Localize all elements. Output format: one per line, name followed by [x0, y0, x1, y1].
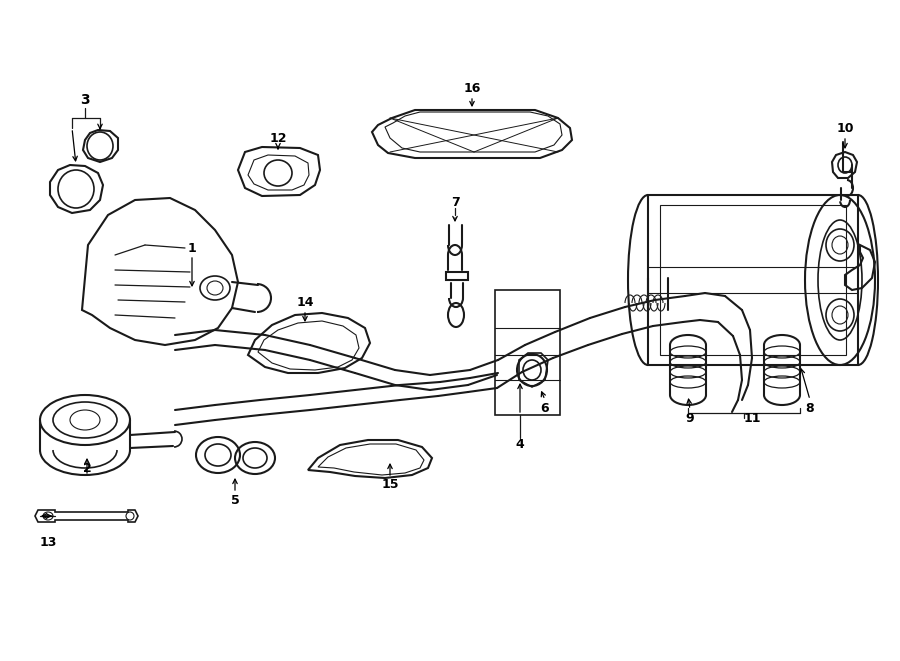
Bar: [446, 272, 468, 280]
Bar: [495, 290, 560, 415]
Text: 10: 10: [836, 122, 854, 134]
Text: 4: 4: [516, 438, 525, 451]
Text: 15: 15: [382, 479, 399, 492]
Text: 11: 11: [743, 412, 760, 424]
Text: 8: 8: [806, 401, 814, 414]
Text: 5: 5: [230, 494, 239, 506]
Text: 7: 7: [451, 196, 459, 208]
Text: 3: 3: [80, 93, 90, 107]
Text: 6: 6: [541, 401, 549, 414]
Text: 2: 2: [83, 461, 92, 475]
Text: 1: 1: [187, 241, 196, 254]
Bar: [660, 205, 846, 355]
Bar: [648, 195, 858, 365]
Text: 14: 14: [296, 295, 314, 309]
Text: 16: 16: [464, 81, 481, 95]
Text: 13: 13: [40, 535, 57, 549]
Text: 9: 9: [686, 412, 694, 424]
Text: 12: 12: [269, 132, 287, 145]
